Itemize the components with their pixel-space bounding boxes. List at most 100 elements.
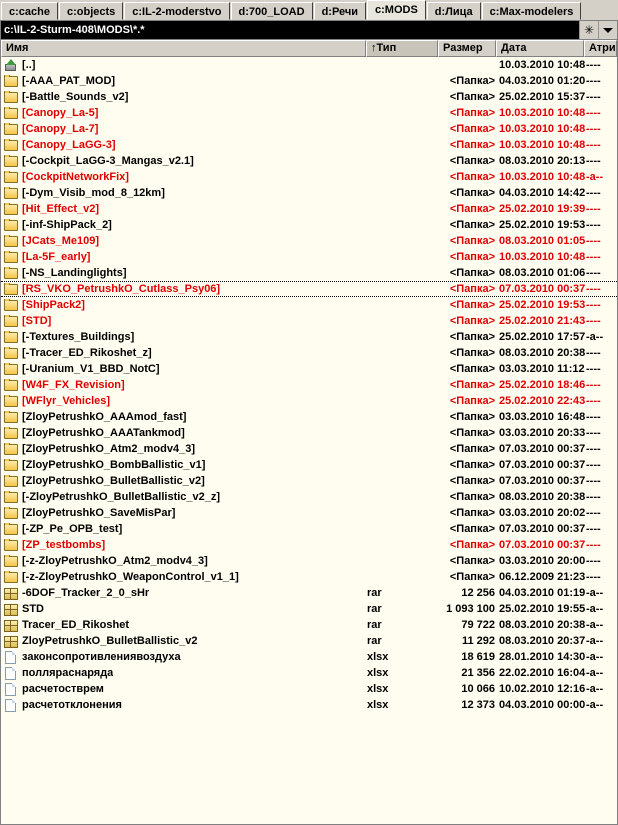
file-row[interactable]: -6DOF_Tracker_2_0_sHr rar 12 256 04.03.2010…	[1, 585, 617, 601]
column-header-type[interactable]: ↑Тип	[366, 40, 438, 57]
file-row[interactable]: [RS_VKO_PetrushkO_Cutlass_Psy06] <Папка> 0…	[1, 281, 617, 297]
file-row[interactable]: расчетостврем xlsx 10 066 10.02.2010 12:16-…	[1, 681, 617, 697]
file-name-cell: [ShipPack2]	[1, 299, 365, 311]
file-name: [ZloyPetrushkO_BombBallistic_v1]	[22, 459, 206, 471]
file-name: [STD]	[22, 315, 52, 327]
file-name-cell: [WFlyr_Vehicles]	[1, 395, 365, 407]
file-size: <Папка>	[449, 91, 495, 103]
file-row[interactable]: законсопротивлениявоздуха xlsx 18 619 28.01…	[1, 649, 617, 665]
file-row[interactable]: [-AAA_PAT_MOD] <Папка> 04.03.2010 01:20 ---…	[1, 73, 617, 89]
tab-c-max-modelers[interactable]: c:Max-modelers	[481, 2, 582, 20]
file-row[interactable]: ZloyPetrushkO_BulletBallistic_v2 rar 11 29…	[1, 633, 617, 649]
tab-c-objects[interactable]: c:objects	[58, 2, 124, 20]
file-date: 04.03.2010 00:00	[499, 699, 586, 711]
file-type: rar	[367, 603, 382, 615]
file-size: <Папка>	[449, 507, 495, 519]
file-row[interactable]: [ZloyPetrushkO_Atm2_modv4_3] <Папка> 07.03…	[1, 441, 617, 457]
folder-icon	[4, 491, 18, 503]
file-attributes: ----	[586, 123, 601, 135]
file-row[interactable]: [-Tracer_ED_Rikoshet_z] <Папка> 08.03.2010…	[1, 345, 617, 361]
file-attributes: ----	[586, 91, 601, 103]
file-row[interactable]: [-Cockpit_LaGG-3_Mangas_v2.1] <Папка> 08.0…	[1, 153, 617, 169]
file-size: <Папка>	[449, 363, 495, 375]
file-row[interactable]: [Canopy_La-7] <Папка> 10.03.2010 10:48 ----	[1, 121, 617, 137]
file-row[interactable]: [-Uranium_V1_BBD_NotC] <Папка> 03.03.2010 …	[1, 361, 617, 377]
column-header-attributes[interactable]: Атриб	[584, 40, 617, 57]
tab-c-il-2-moderstvo[interactable]: c:IL-2-moderstvo	[124, 2, 230, 20]
file-size: 10 066	[461, 683, 495, 695]
file-date: 03.03.2010 11:12	[499, 363, 585, 375]
file-row[interactable]: [-ZP_Pe_OPB_test] <Папка> 07.03.2010 00:37…	[1, 521, 617, 537]
file-size: <Папка>	[449, 283, 495, 295]
wildcard-filter-button[interactable]: ✳	[579, 21, 598, 39]
file-name: [ShipPack2]	[22, 299, 85, 311]
file-row[interactable]: расчетотклонения xlsx 12 373 04.03.2010 00:…	[1, 697, 617, 713]
history-dropdown-button[interactable]	[598, 21, 617, 39]
file-attributes: ----	[586, 155, 601, 167]
file-row[interactable]: [W4F_FX_Revision] <Папка> 25.02.2010 18:46…	[1, 377, 617, 393]
file-name: [Canopy_La-5]	[22, 107, 99, 119]
file-row[interactable]: [JCats_Me109] <Папка> 08.03.2010 01:05 ----	[1, 233, 617, 249]
file-row[interactable]: [ZP_testbombs] <Папка> 07.03.2010 00:37 ---…	[1, 537, 617, 553]
file-row[interactable]: [-Dym_Visib_mod_8_12km] <Папка> 04.03.2010…	[1, 185, 617, 201]
file-name: полляраснаряда	[22, 667, 114, 679]
folder-icon	[4, 91, 18, 103]
file-date: 06.12.2009 21:23	[499, 571, 586, 583]
file-row[interactable]: [Canopy_LaGG-3] <Папка> 10.03.2010 10:48 --…	[1, 137, 617, 153]
file-row[interactable]: [-inf-ShipPack_2] <Папка> 25.02.2010 19:53…	[1, 217, 617, 233]
current-path[interactable]: c:\IL-2-Sturm-408\MODS\*.*	[0, 20, 579, 40]
file-attributes: -a--	[586, 635, 604, 647]
tab-c-mods[interactable]: c:MODS	[367, 0, 426, 20]
file-name-cell: полляраснаряда	[1, 666, 365, 680]
file-name: [ZP_testbombs]	[22, 539, 106, 551]
file-row[interactable]: [ZloyPetrushkO_SaveMisPar] <Папка> 03.03.2…	[1, 505, 617, 521]
file-list[interactable]: [..] 10.03.2010 10:48 ---- [-AAA_PAT_MOD] <П…	[0, 57, 618, 825]
file-name-cell: [STD]	[1, 315, 365, 327]
file-row[interactable]: полляраснаряда xlsx 21 356 22.02.2010 16:04…	[1, 665, 617, 681]
file-name: [W4F_FX_Revision]	[22, 379, 125, 391]
doc-icon	[5, 698, 16, 712]
file-row[interactable]: [ZloyPetrushkO_AAATankmod] <Папка> 03.03.2…	[1, 425, 617, 441]
column-header-name[interactable]: Имя	[1, 40, 366, 57]
file-name: [-ZP_Pe_OPB_test]	[22, 523, 123, 535]
file-attributes: ----	[586, 235, 601, 247]
file-row[interactable]: [-Textures_Buildings] <Папка> 25.02.2010 1…	[1, 329, 617, 345]
file-row[interactable]: [Canopy_La-5] <Папка> 10.03.2010 10:48 ----	[1, 105, 617, 121]
file-row[interactable]: [STD] <Папка> 25.02.2010 21:43 ----	[1, 313, 617, 329]
file-name: расчетотклонения	[22, 699, 122, 711]
file-row[interactable]: [ZloyPetrushkO_BulletBallistic_v2] <Папка…	[1, 473, 617, 489]
folder-icon	[4, 475, 18, 487]
file-row[interactable]: [WFlyr_Vehicles] <Папка> 25.02.2010 22:43-…	[1, 393, 617, 409]
file-row[interactable]: [CockpitNetworkFix] <Папка> 10.03.2010 10:…	[1, 169, 617, 185]
file-name: [-z-ZloyPetrushkO_WeaponControl_v1_1]	[22, 571, 239, 583]
file-size: 1 093 100	[446, 603, 495, 615]
file-row[interactable]: [ZloyPetrushkO_AAAmod_fast] <Папка> 03.03.…	[1, 409, 617, 425]
tab-d-лица[interactable]: d:Лица	[426, 2, 481, 20]
tab-d-700-load[interactable]: d:700_LOAD	[230, 2, 313, 20]
file-row[interactable]: Tracer_ED_Rikoshet rar 79 722 08.03.2010 20…	[1, 617, 617, 633]
file-row[interactable]: [ZloyPetrushkO_BombBallistic_v1] <Папка> 0…	[1, 457, 617, 473]
file-row[interactable]: [Hit_Effect_v2] <Папка> 25.02.2010 19:39 --…	[1, 201, 617, 217]
file-name-cell: [ZloyPetrushkO_Atm2_modv4_3]	[1, 443, 365, 455]
file-name: [-ZloyPetrushkO_BulletBallistic_v2_z]	[22, 491, 221, 503]
file-size: <Папка>	[449, 475, 495, 487]
file-row[interactable]: [-ZloyPetrushkO_BulletBallistic_v2_z] <Па…	[1, 489, 617, 505]
file-size: <Папка>	[449, 411, 495, 423]
file-row[interactable]: [-Battle_Sounds_v2] <Папка> 25.02.2010 15:…	[1, 89, 617, 105]
file-row[interactable]: [ShipPack2] <Папка> 25.02.2010 19:53 ----	[1, 297, 617, 313]
file-row[interactable]: [-NS_Landinglights] <Папка> 08.03.2010 01:…	[1, 265, 617, 281]
file-name-cell: [-Dym_Visib_mod_8_12km]	[1, 187, 365, 199]
file-name-cell: -6DOF_Tracker_2_0_sHr	[1, 587, 365, 600]
tab-c-cache[interactable]: c:cache	[1, 2, 58, 20]
column-header-size[interactable]: Размер	[438, 40, 496, 57]
file-type: xlsx	[367, 651, 389, 663]
file-row[interactable]: [-z-ZloyPetrushkO_Atm2_modv4_3] <Папка> 03…	[1, 553, 617, 569]
file-row[interactable]: [La-5F_early] <Папка> 10.03.2010 10:48 ----	[1, 249, 617, 265]
file-size: 18 619	[461, 651, 495, 663]
file-row[interactable]: [..] 10.03.2010 10:48 ----	[1, 57, 617, 73]
file-row[interactable]: [-z-ZloyPetrushkO_WeaponControl_v1_1] <Па…	[1, 569, 617, 585]
tab-d-речи[interactable]: d:Речи	[313, 2, 366, 20]
file-row[interactable]: STD rar 1 093 100 25.02.2010 19:55 -a--	[1, 601, 617, 617]
folder-icon	[4, 203, 18, 215]
column-header-date[interactable]: Дата	[496, 40, 584, 57]
